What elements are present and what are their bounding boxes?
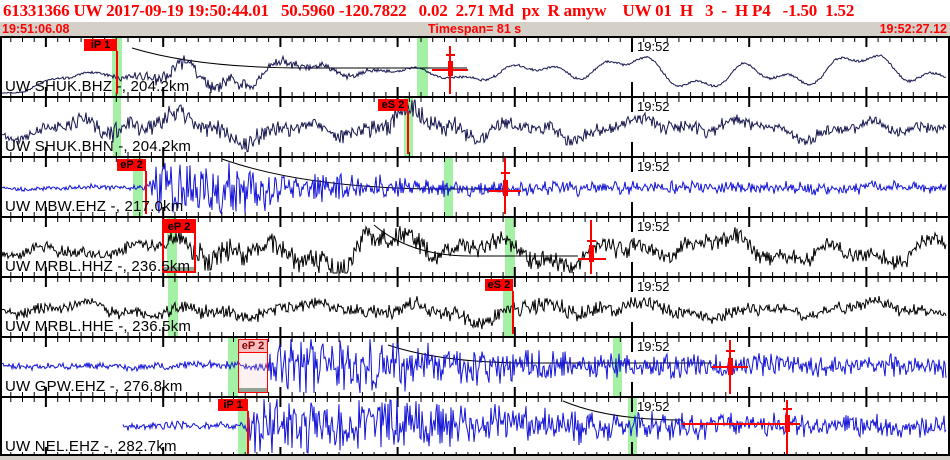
time-tick-marks	[10, 278, 938, 336]
panel-divider	[0, 276, 950, 278]
waveform-plot	[1, 278, 947, 336]
time-tick-marks	[10, 98, 938, 156]
timespan-label: Timespan= 81 s	[428, 22, 522, 36]
minute-time-label: 19:52	[637, 399, 670, 414]
station-label: UW GPW.EHZ -, 276.8km	[5, 378, 183, 395]
time-tick-marks	[10, 338, 938, 396]
seismogram-trace	[1, 98, 947, 153]
pick-flag-label[interactable]: eS 2	[378, 99, 408, 111]
pick-flag-label[interactable]: eP 2	[164, 221, 194, 233]
pick-highlight-band	[113, 96, 121, 156]
time-window-bar: 19:51:06.08 Timespan= 81 s 19:52:27.12	[0, 22, 950, 36]
seismogram-trace	[1, 225, 947, 274]
station-label: UW NEL.EHZ -, 282.7km	[5, 438, 177, 455]
window-start-time: 19:51:06.08	[2, 22, 70, 36]
minute-time-label: 19:52	[637, 339, 670, 354]
pick-highlight-band	[417, 36, 428, 96]
selection-box-base	[164, 267, 194, 271]
trace-panel-mrbl-hhe[interactable]: 19:52 eS 2 UW MRBL.HHE -, 236.5km	[0, 276, 950, 336]
minute-time-label: 19:52	[637, 219, 670, 234]
trace-panels: 19:52 iP 1 UW NEL.EHZ -, 282.7km 19:52 eP 2 U…	[0, 36, 950, 456]
event-summary-header: 61331366 UW 2017-09-19 19:50:44.01 50.59…	[0, 0, 950, 22]
station-label: UW SHUK.BHZ -, 204.2km	[5, 78, 190, 95]
station-label: UW MRBL.HHZ -, 236.5km	[5, 258, 191, 275]
pick-flag-label[interactable]: iP 1	[84, 39, 117, 51]
trace-panel-shuk-bhn[interactable]: 19:52 eS 2 UW SHUK.BHN -, 204.2km	[0, 96, 950, 156]
pick-highlight-band	[168, 276, 178, 336]
coda-decay-curve	[221, 158, 504, 190]
panel-divider	[0, 336, 950, 338]
waveform-plot	[10, 398, 947, 456]
trace-panel-mrbl-hhz[interactable]: 19:52 eP 2 UW MRBL.HHZ -, 236.5km	[0, 216, 950, 276]
minute-time-label: 19:52	[637, 159, 670, 174]
pick-selection-box[interactable]: eP 2	[162, 219, 196, 273]
time-tick-marks	[10, 158, 938, 216]
trace-panel-gpw-ehz[interactable]: 19:52 eP 2 UW GPW.EHZ -, 276.8km	[0, 336, 950, 396]
pick-highlight-band	[167, 216, 177, 276]
pick-flag-label[interactable]: eS 2	[485, 279, 513, 291]
time-tick-marks	[44, 158, 868, 216]
waveform-plot	[1, 98, 947, 156]
panel-divider	[0, 96, 950, 98]
waveform-plot	[2, 38, 947, 96]
seismogram-trace	[122, 398, 947, 454]
time-tick-marks	[10, 218, 938, 276]
trace-panel-nel-ehz[interactable]: 19:52 iP 1 UW NEL.EHZ -, 282.7km	[0, 396, 950, 456]
pick-flag-label[interactable]: iP 1	[218, 399, 248, 411]
pick-highlight-band	[613, 336, 622, 396]
left-frame-border	[0, 36, 2, 456]
seismogram-trace	[2, 54, 947, 94]
coda-decay-curve	[562, 400, 683, 421]
selection-box-base	[239, 388, 267, 392]
seismogram-trace	[1, 338, 947, 394]
pick-line[interactable]	[116, 51, 118, 94]
minute-time-label: 19:52	[637, 39, 670, 54]
pick-flag-label[interactable]: eP 2	[117, 159, 146, 171]
panel-divider	[0, 156, 950, 158]
panel-divider	[0, 216, 950, 218]
seismogram-trace	[1, 296, 947, 330]
pick-highlight-band	[505, 216, 515, 276]
panel-divider	[0, 36, 950, 38]
pick-line[interactable]	[512, 291, 514, 334]
minute-time-label: 19:52	[637, 279, 670, 294]
time-tick-marks	[44, 98, 868, 156]
pick-flag-label[interactable]: eP 2	[239, 340, 267, 353]
pick-line[interactable]	[407, 111, 409, 154]
station-label: UW MBW.EHZ -, 217.0km	[5, 198, 184, 215]
pick-highlight-band	[444, 156, 453, 216]
minute-time-label: 19:52	[637, 99, 670, 114]
waveform-plot	[1, 338, 947, 396]
station-label: UW SHUK.BHN -, 204.2km	[5, 138, 192, 155]
trace-panel-shuk-bhz[interactable]: 19:52 iP 1 UW SHUK.BHZ -, 204.2km	[0, 36, 950, 96]
time-tick-marks	[44, 38, 868, 96]
pick-line[interactable]	[247, 411, 249, 454]
pick-selection-box[interactable]: eP 2	[238, 339, 268, 393]
window-end-time: 19:52:27.12	[879, 22, 947, 36]
seismogram-trace	[1, 162, 947, 215]
station-label: UW MRBL.HHE -, 236.5km	[5, 318, 192, 335]
time-tick-marks	[44, 398, 868, 456]
trace-panel-mbw-ehz[interactable]: 19:52 eP 2 UW MBW.EHZ -, 217.0km	[0, 156, 950, 216]
panel-divider	[0, 396, 950, 398]
time-tick-marks	[44, 278, 868, 336]
time-tick-marks	[44, 338, 868, 396]
bottom-frame-border	[0, 454, 950, 456]
right-frame-border	[948, 36, 950, 456]
pick-line[interactable]	[145, 171, 147, 214]
waveform-plot	[1, 158, 947, 216]
